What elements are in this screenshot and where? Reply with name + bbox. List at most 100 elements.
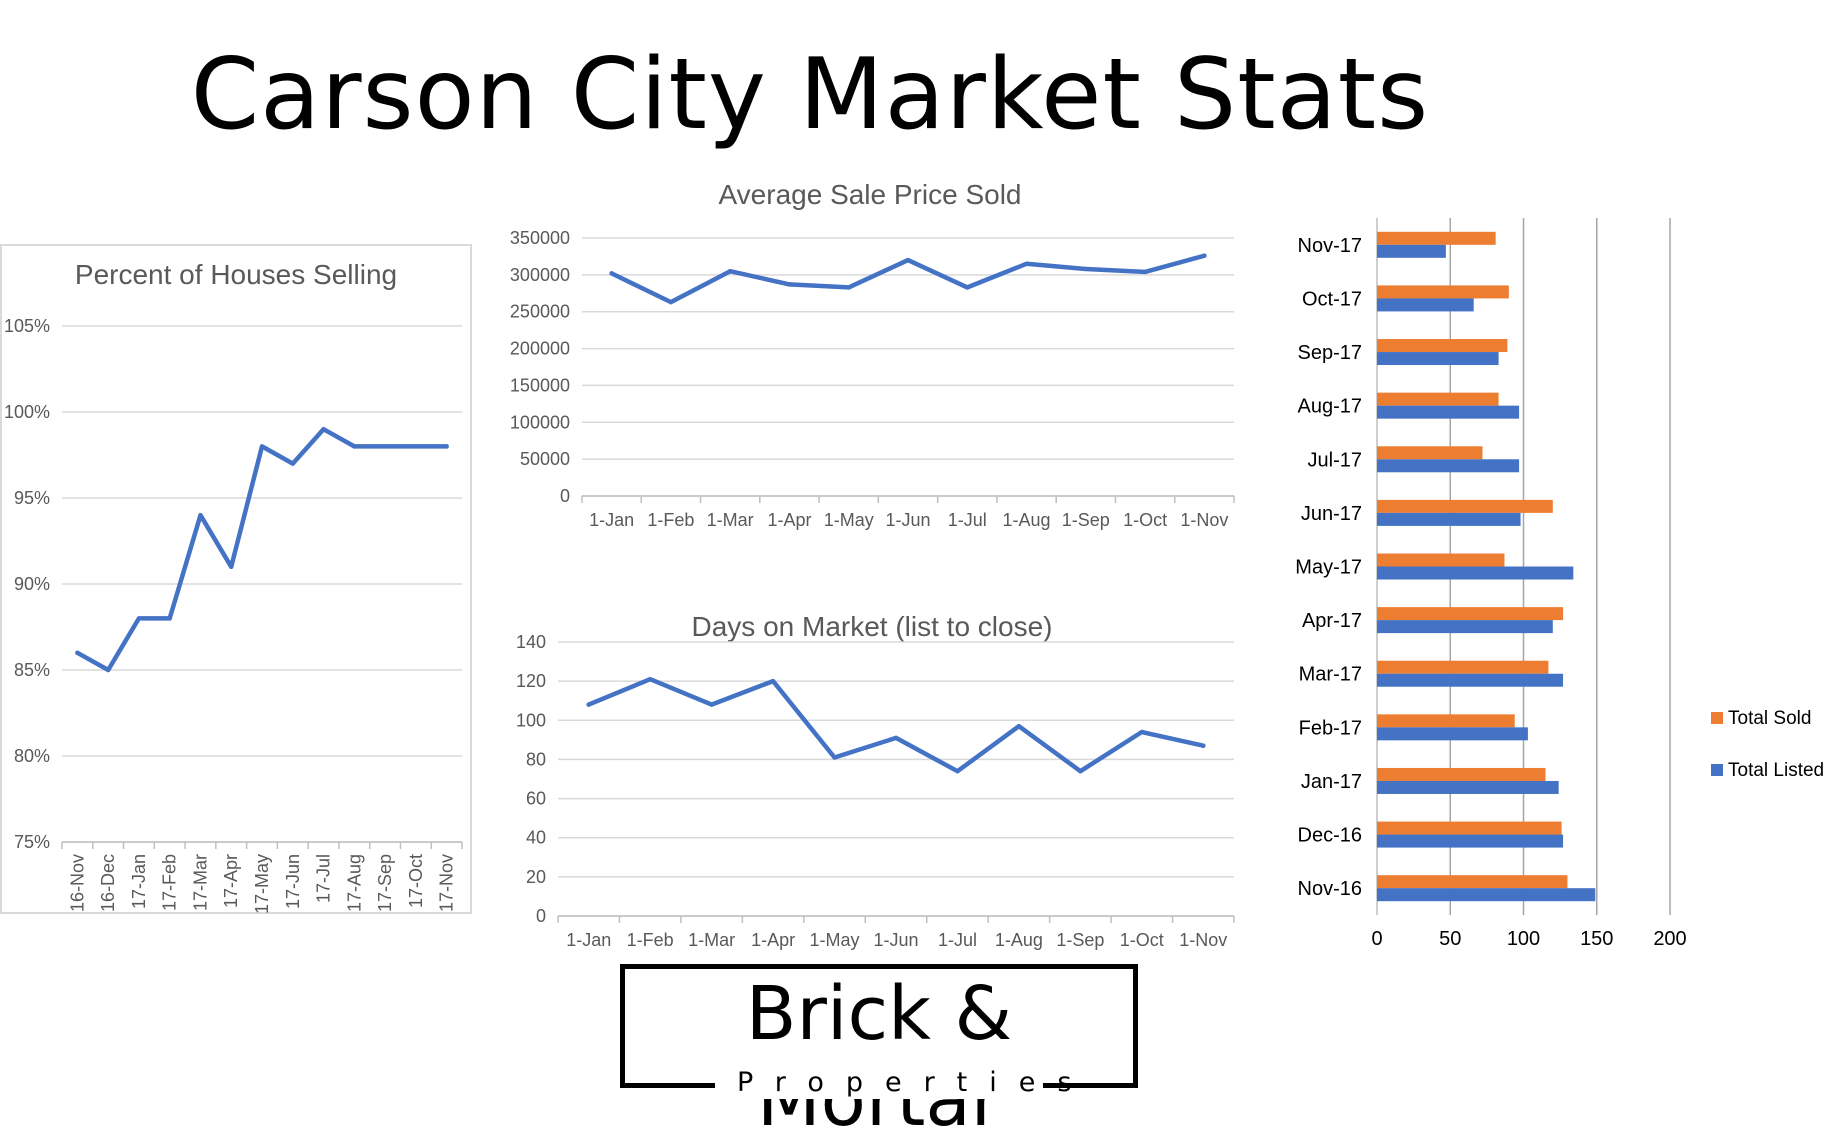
days-on-market-chart-svg: Days on Market (list to close) 0 20 40 60 80 1…: [516, 611, 1235, 950]
x-tick-label: 200: [1653, 928, 1686, 950]
x-tick-label: 150: [1580, 928, 1613, 950]
y-tick-label: 200000: [510, 339, 570, 359]
y-tick-label: 40: [526, 828, 546, 848]
bar-total-listed: [1377, 566, 1574, 580]
x-tick-label: 17-Feb: [160, 854, 180, 911]
x-tick-label: 1-Jun: [873, 930, 918, 950]
bar-total-sold: [1377, 714, 1515, 728]
x-tick-label: 1-Aug: [1003, 510, 1051, 530]
chart-border: [0, 244, 472, 914]
chart-title: Percent of Houses Selling: [75, 259, 397, 290]
bar-total-sold: [1377, 660, 1549, 674]
bar-total-listed: [1377, 405, 1520, 419]
y-tick-label: 120: [516, 671, 546, 691]
category-label: Dec-16: [1298, 825, 1362, 847]
y-tick-label: 105%: [4, 316, 50, 336]
x-tick-label: 1-Sep: [1062, 510, 1110, 530]
y-tick-label: 300000: [510, 265, 570, 285]
data-point: [1201, 743, 1206, 748]
data-point: [167, 616, 172, 621]
data-point: [382, 444, 388, 449]
category-label: Aug-17: [1298, 396, 1363, 418]
x-tick-label: 1-Jan: [589, 510, 634, 530]
data-point: [75, 650, 80, 655]
y-tick-label: 85%: [14, 660, 50, 680]
category-label: Nov-17: [1298, 235, 1362, 257]
legend-swatch: [1711, 764, 1723, 776]
data-point: [586, 702, 591, 707]
chart-title: Average Sale Price Sold: [719, 179, 1022, 210]
x-tick-label: 1-Jan: [566, 930, 611, 950]
category-label: Jun-17: [1301, 503, 1362, 525]
bar-total-listed: [1377, 673, 1564, 687]
x-tick-label: 17-Mar: [190, 854, 210, 911]
brand-logo: Brick & Mortar Properties: [620, 964, 1138, 1143]
x-tick-label: 1-May: [810, 930, 860, 950]
data-point: [965, 285, 970, 290]
x-tick-label: 1-Nov: [1179, 930, 1227, 950]
percent-selling-chart: Percent of Houses Selling 75% 80% 85% 90% 95%…: [0, 244, 472, 914]
x-tick-label: 0: [1371, 928, 1382, 950]
x-tick-label: 50: [1439, 928, 1461, 950]
bar-total-listed: [1377, 352, 1499, 366]
bar-total-listed: [1377, 727, 1528, 741]
data-point: [1142, 269, 1148, 275]
category-label: May-17: [1295, 557, 1362, 579]
chart-title: Days on Market (list to close): [692, 611, 1053, 642]
bar-total-listed: [1377, 512, 1521, 526]
bar-total-listed: [1377, 459, 1520, 473]
data-point: [1139, 729, 1145, 735]
data-point: [290, 461, 295, 466]
y-tick-label: 75%: [14, 832, 50, 852]
y-tick-label: 100: [516, 710, 546, 730]
data-point: [1078, 768, 1083, 774]
data-point: [1016, 723, 1022, 729]
data-point: [893, 735, 899, 741]
x-tick-label: 1-May: [824, 510, 874, 530]
data-point: [647, 676, 653, 682]
days-on-market-chart: Days on Market (list to close) 0 20 40 60 80 1…: [472, 586, 1242, 956]
category-label: Nov-16: [1298, 878, 1362, 900]
x-tick-label: 17-Jun: [283, 854, 303, 909]
logo-name: Brick & Mortar: [745, 971, 1013, 1143]
y-tick-label: 80%: [14, 746, 50, 766]
data-point: [905, 257, 911, 263]
y-tick-label: 0: [536, 906, 546, 926]
x-tick-label: 1-Sep: [1056, 930, 1104, 950]
x-tick-label: 1-Feb: [627, 930, 674, 950]
bar-total-sold: [1377, 231, 1496, 245]
legend-swatch: [1711, 712, 1723, 724]
data-point: [787, 282, 792, 287]
category-label: Feb-17: [1299, 717, 1362, 739]
data-point: [727, 268, 733, 274]
bar-total-sold: [1377, 285, 1509, 299]
x-tick-label: 1-Nov: [1180, 510, 1228, 530]
x-tick-label: 17-Aug: [344, 854, 364, 912]
data-point: [709, 702, 714, 707]
data-point: [413, 444, 419, 449]
category-label: Sep-17: [1298, 342, 1363, 364]
y-tick-label: 95%: [14, 488, 50, 508]
x-tick-label: 1-Mar: [707, 510, 754, 530]
x-tick-label: 1-Oct: [1120, 930, 1164, 950]
bar-total-sold: [1377, 499, 1553, 513]
y-tick-label: 80: [526, 749, 546, 769]
x-tick-label: 17-Nov: [437, 854, 457, 912]
category-label: Oct-17: [1302, 288, 1362, 310]
x-tick-label: 1-Jul: [938, 930, 977, 950]
x-tick-label: 1-Apr: [751, 930, 795, 950]
x-tick-label: 17-Oct: [406, 854, 426, 908]
data-point: [1202, 253, 1207, 258]
data-point: [105, 667, 111, 673]
data-point: [1024, 261, 1029, 266]
bar-total-sold: [1377, 553, 1505, 567]
y-tick-label: 150000: [510, 375, 570, 395]
data-point: [352, 444, 357, 449]
x-tick-label: 17-Jul: [314, 854, 334, 903]
data-point: [668, 299, 674, 305]
x-tick-label: 1-Jul: [948, 510, 987, 530]
series-line: [586, 676, 1206, 774]
y-tick-label: 100000: [510, 412, 570, 432]
bar-total-sold: [1377, 607, 1564, 621]
y-tick-label: 100%: [4, 402, 50, 422]
